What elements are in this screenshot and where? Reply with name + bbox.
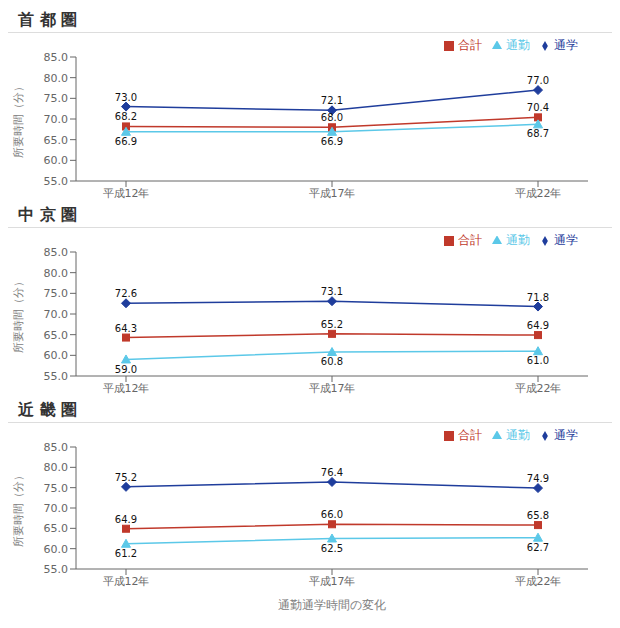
svg-text:75.2: 75.2 bbox=[115, 472, 137, 483]
svg-text:60.0: 60.0 bbox=[44, 349, 69, 362]
svg-text:66.9: 66.9 bbox=[115, 136, 137, 147]
html-text:首 都 圏: 首 都 圏 bbox=[18, 10, 78, 29]
html-text:合計: 合計 bbox=[458, 233, 482, 247]
svg-text:68.2: 68.2 bbox=[115, 111, 137, 122]
svg-text:70.0: 70.0 bbox=[44, 502, 69, 515]
svg-text:66.9: 66.9 bbox=[321, 136, 343, 147]
svg-text:所要時間（分）: 所要時間（分） bbox=[12, 81, 25, 158]
svg-text:74.9: 74.9 bbox=[527, 473, 549, 484]
svg-text:平成12年: 平成12年 bbox=[103, 187, 150, 200]
svg-text:66.0: 66.0 bbox=[321, 509, 343, 520]
svg-text:61.0: 61.0 bbox=[527, 355, 549, 366]
svg-text:80.0: 80.0 bbox=[44, 267, 69, 280]
svg-text:60.0: 60.0 bbox=[44, 154, 69, 167]
svg-text:所要時間（分）: 所要時間（分） bbox=[12, 276, 25, 353]
svg-text:61.2: 61.2 bbox=[115, 548, 137, 559]
svg-text:73.1: 73.1 bbox=[321, 286, 343, 297]
html-text:通学: 通学 bbox=[554, 38, 578, 52]
svg-text:65.8: 65.8 bbox=[527, 510, 549, 521]
svg-text:平成17年: 平成17年 bbox=[309, 187, 356, 200]
svg-text:65.0: 65.0 bbox=[44, 522, 69, 535]
svg-text:85.0: 85.0 bbox=[44, 51, 69, 64]
svg-text:平成22年: 平成22年 bbox=[515, 382, 562, 395]
svg-text:62.5: 62.5 bbox=[321, 543, 343, 554]
html-text:近 畿 圏: 近 畿 圏 bbox=[18, 400, 78, 419]
svg-text:平成12年: 平成12年 bbox=[103, 575, 150, 588]
svg-text:85.0: 85.0 bbox=[44, 246, 69, 259]
svg-text:72.1: 72.1 bbox=[321, 95, 343, 106]
svg-text:73.0: 73.0 bbox=[115, 92, 137, 103]
svg-text:75.0: 75.0 bbox=[44, 287, 69, 300]
svg-text:75.0: 75.0 bbox=[44, 482, 69, 495]
svg-text:72.6: 72.6 bbox=[115, 288, 137, 299]
svg-text:55.0: 55.0 bbox=[44, 563, 69, 576]
html-text:合計: 合計 bbox=[458, 38, 482, 52]
html-text:中 京 圏: 中 京 圏 bbox=[18, 205, 78, 224]
svg-text:62.7: 62.7 bbox=[527, 542, 549, 553]
svg-text:65.0: 65.0 bbox=[44, 329, 69, 342]
svg-text:70.4: 70.4 bbox=[527, 102, 549, 113]
svg-text:80.0: 80.0 bbox=[44, 461, 69, 474]
svg-text:75.0: 75.0 bbox=[44, 92, 69, 105]
svg-text:64.9: 64.9 bbox=[527, 320, 549, 331]
html-text:通勤: 通勤 bbox=[506, 428, 530, 442]
svg-text:68.0: 68.0 bbox=[321, 112, 343, 123]
html-text:通勤: 通勤 bbox=[506, 38, 530, 52]
svg-text:平成17年: 平成17年 bbox=[309, 575, 356, 588]
html-text:合計: 合計 bbox=[458, 428, 482, 442]
html-text:通学: 通学 bbox=[554, 428, 578, 442]
svg-text:65.2: 65.2 bbox=[321, 319, 343, 330]
svg-text:70.0: 70.0 bbox=[44, 308, 69, 321]
svg-text:平成17年: 平成17年 bbox=[309, 382, 356, 395]
svg-text:59.0: 59.0 bbox=[115, 364, 137, 375]
svg-text:64.3: 64.3 bbox=[115, 323, 137, 334]
svg-text:64.9: 64.9 bbox=[115, 514, 137, 525]
svg-text:76.4: 76.4 bbox=[321, 467, 343, 478]
svg-text:平成22年: 平成22年 bbox=[515, 575, 562, 588]
svg-text:通勤通学時間の変化: 通勤通学時間の変化 bbox=[278, 598, 386, 612]
svg-text:60.0: 60.0 bbox=[44, 543, 69, 556]
svg-text:60.8: 60.8 bbox=[321, 356, 343, 367]
svg-text:平成22年: 平成22年 bbox=[515, 187, 562, 200]
svg-text:68.7: 68.7 bbox=[527, 128, 549, 139]
html-text:通勤: 通勤 bbox=[506, 233, 530, 247]
svg-text:55.0: 55.0 bbox=[44, 175, 69, 188]
html-text:通学: 通学 bbox=[554, 233, 578, 247]
svg-text:平成12年: 平成12年 bbox=[103, 382, 150, 395]
svg-text:77.0: 77.0 bbox=[527, 75, 549, 86]
svg-text:70.0: 70.0 bbox=[44, 113, 69, 126]
svg-text:55.0: 55.0 bbox=[44, 370, 69, 383]
svg-text:85.0: 85.0 bbox=[44, 441, 69, 454]
svg-text:所要時間（分）: 所要時間（分） bbox=[12, 470, 25, 547]
svg-text:71.8: 71.8 bbox=[527, 292, 549, 303]
svg-text:80.0: 80.0 bbox=[44, 72, 69, 85]
svg-text:65.0: 65.0 bbox=[44, 134, 69, 147]
